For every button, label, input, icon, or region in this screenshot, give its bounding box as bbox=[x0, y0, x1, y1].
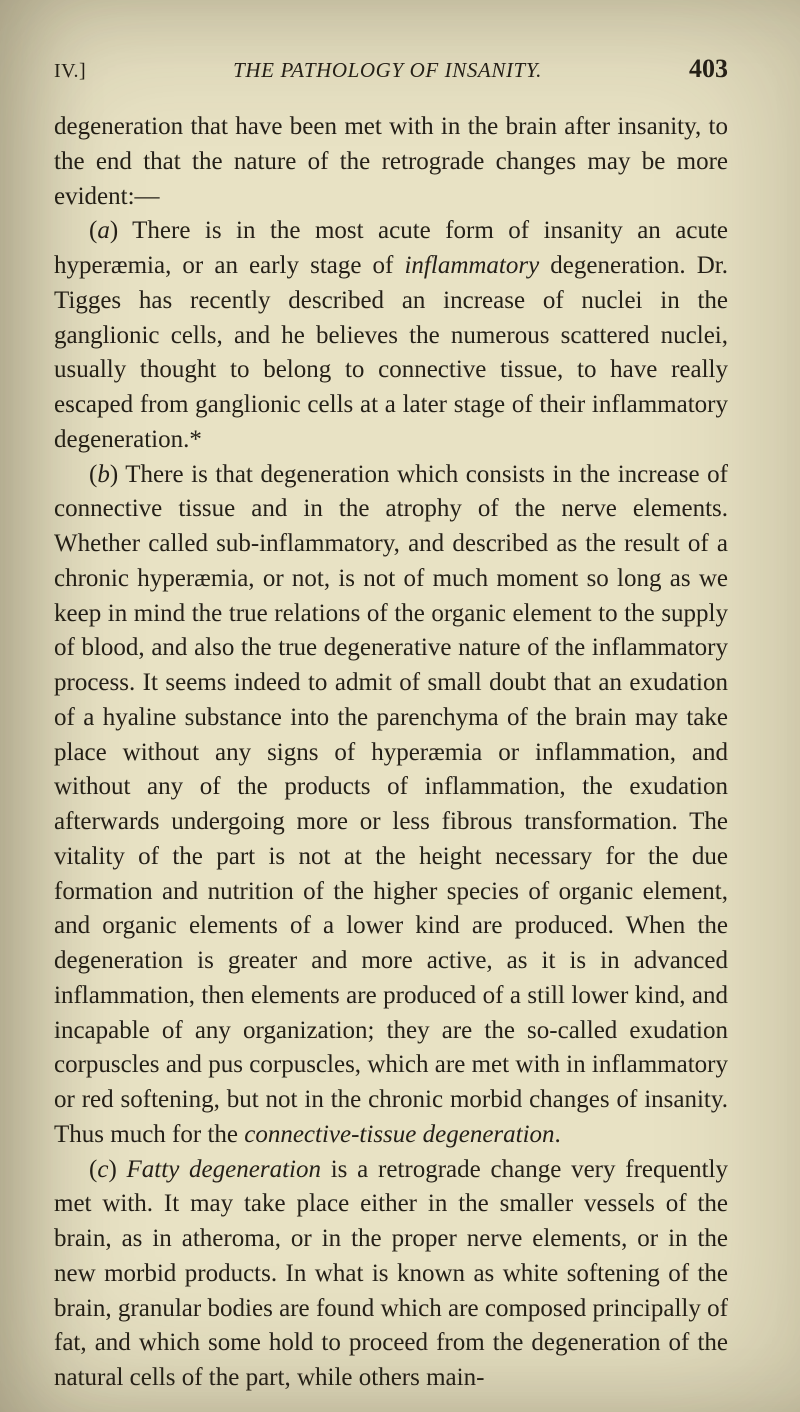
page-number: 403 bbox=[689, 54, 728, 84]
running-head: IV.] THE PATHOLOGY OF INSANITY. 403 bbox=[54, 54, 728, 84]
section-marker: IV.] bbox=[54, 60, 86, 83]
paragraph-3: (b) There is that degeneration which con… bbox=[54, 458, 728, 1153]
paragraph-2: (a) There is in the most acute form of i… bbox=[54, 214, 728, 457]
paragraph-1: degeneration that have been met with in … bbox=[54, 110, 728, 214]
paragraph-4: (c) Fatty degeneration is a retrograde c… bbox=[54, 1153, 728, 1396]
running-title: THE PATHOLOGY OF INSANITY. bbox=[86, 58, 689, 83]
body-text: degeneration that have been met with in … bbox=[54, 110, 728, 1396]
book-page: IV.] THE PATHOLOGY OF INSANITY. 403 dege… bbox=[0, 0, 800, 1412]
